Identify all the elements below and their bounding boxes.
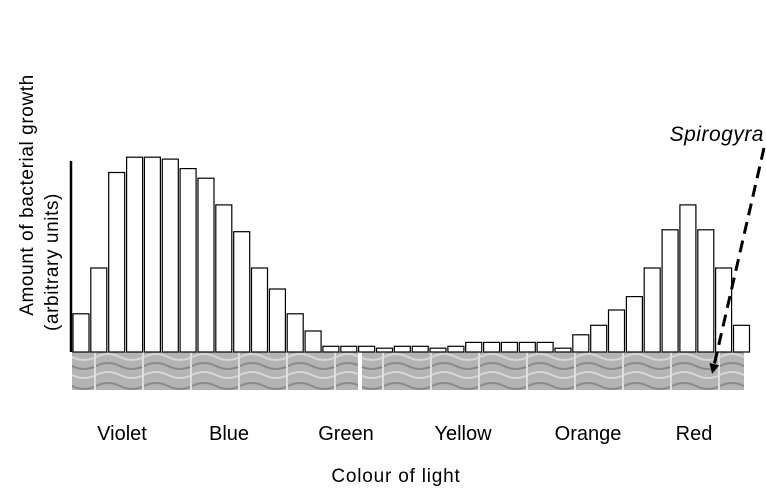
- bar-25: [500, 341, 518, 353]
- bar-13: [286, 313, 304, 353]
- bar-29: [572, 334, 590, 353]
- bar-16: [340, 345, 358, 353]
- bar-28: [554, 347, 572, 353]
- bar-7: [179, 168, 197, 353]
- bar-36: [697, 229, 715, 353]
- bar-14: [304, 330, 322, 353]
- bar-4: [125, 156, 144, 353]
- bar-24: [483, 341, 501, 353]
- bar-30: [590, 324, 608, 353]
- bar-23: [465, 341, 483, 353]
- spirogyra-strip-left: [72, 352, 358, 390]
- bar-18: [375, 347, 394, 353]
- bar-17: [358, 345, 376, 353]
- bar-20: [411, 345, 429, 353]
- bar-15: [322, 345, 340, 353]
- band-label-red: Red: [676, 423, 713, 445]
- bar-26: [518, 341, 536, 353]
- band-label-violet: Violet: [97, 423, 147, 445]
- bar-27: [536, 341, 554, 353]
- bar-5: [143, 156, 161, 353]
- spirogyra-strip-right: [362, 352, 744, 390]
- bar-3: [108, 171, 126, 353]
- bar-8: [197, 177, 215, 353]
- band-label-blue: Blue: [209, 423, 249, 445]
- band-label-yellow: Yellow: [434, 423, 492, 445]
- bar-9: [215, 204, 233, 353]
- x-axis-label: Colour of light: [331, 466, 460, 487]
- bar-22: [447, 345, 465, 353]
- bar-12: [268, 288, 286, 353]
- bar-21: [429, 347, 447, 353]
- bar-11: [250, 267, 269, 353]
- spirogyra-annotation: Spirogyra: [670, 123, 764, 146]
- band-label-green: Green: [318, 423, 374, 445]
- bars-group: [72, 156, 751, 353]
- bar-10: [233, 231, 251, 353]
- y-axis-label-line-1: Amount of bacterial growth: [17, 74, 38, 316]
- bar-33: [643, 267, 661, 353]
- band-label-orange: Orange: [555, 423, 622, 445]
- bar-38: [732, 324, 751, 353]
- bar-31: [607, 309, 626, 353]
- y-axis-label-line-2: (arbitrary units): [42, 193, 63, 331]
- bar-35: [679, 204, 697, 353]
- bar-34: [661, 229, 679, 353]
- bar-19: [393, 345, 411, 353]
- bar-2: [90, 267, 108, 353]
- bar-32: [625, 296, 644, 353]
- bar-6: [161, 158, 179, 353]
- bar-37: [714, 267, 733, 353]
- bar-1: [72, 313, 90, 353]
